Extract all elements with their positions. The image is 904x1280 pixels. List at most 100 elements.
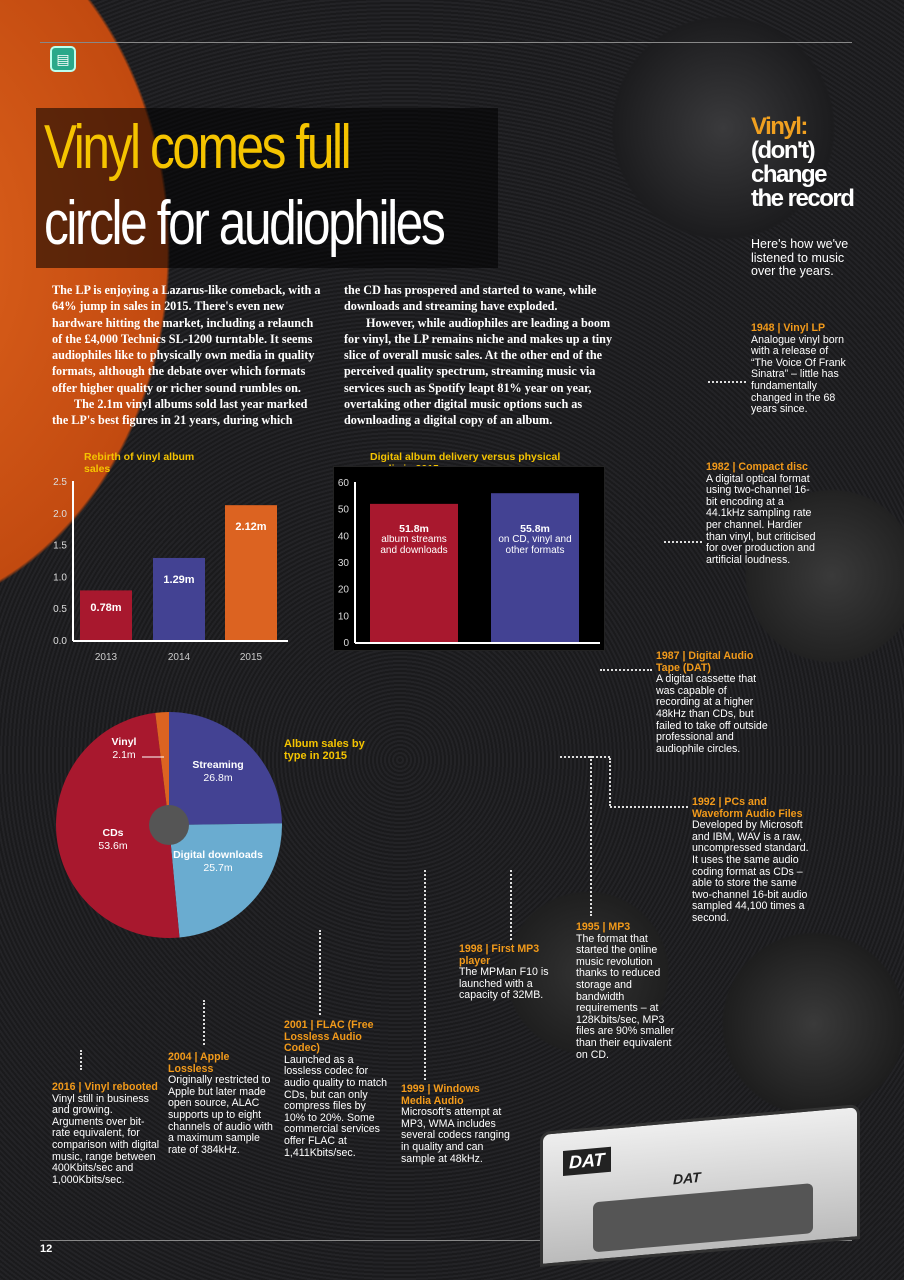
dotted-connector (510, 870, 512, 940)
dat-brand: DAT (563, 1146, 611, 1176)
pie-slice (56, 712, 180, 938)
data-label: 1.29m (163, 574, 194, 586)
y-tick-label: 1.0 (53, 572, 67, 583)
sidebar-title: Vinyl: (don't) change the record (751, 113, 855, 212)
timeline-heading: 1982 | Compact disc (706, 461, 808, 473)
y-tick-label: 60 (338, 478, 350, 489)
dotted-connector (560, 756, 610, 758)
category-label-text: on CD, vinyl and other formats (498, 535, 572, 556)
x-tick-label: 2014 (168, 652, 191, 663)
data-label: 55.8m (520, 523, 550, 535)
y-tick-label: 20 (338, 585, 350, 596)
timeline-item: 1982 | Compact disc A digital optical for… (706, 461, 818, 566)
slice-name: Digital downloads (173, 849, 263, 861)
timeline-heading: 2004 | Apple Lossless (168, 1051, 230, 1075)
y-tick-label: 40 (338, 531, 350, 542)
document-icon: ▤ (50, 46, 76, 72)
timeline-item: 1948 | Vinyl LP Analogue vinyl born with … (751, 322, 851, 416)
y-tick-label: 2.0 (53, 509, 67, 520)
bar (491, 493, 579, 642)
slice-value: 25.7m (203, 862, 232, 874)
dotted-connector (708, 381, 746, 383)
pie-center-hole (149, 805, 189, 845)
timeline-item: 1987 | Digital Audio Tape (DAT) A digital… (656, 650, 768, 755)
timeline-item: 1992 | PCs and Waveform Audio Files Devel… (692, 796, 816, 925)
y-tick-label: 0.5 (53, 604, 67, 615)
category-label: album streams and downloads (380, 535, 448, 556)
sidebar-title-line: (don't) (751, 137, 816, 164)
timeline-text: Analogue vinyl born with a release of “T… (751, 333, 846, 416)
timeline-text: The MPMan F10 is launched with a capacit… (459, 966, 549, 1002)
intro-column-1: The LP is enjoying a Lazarus-like comeba… (52, 282, 324, 429)
y-tick-label: 0 (343, 638, 349, 649)
bar (153, 557, 205, 640)
intro-column-2: the CD has prospered and started to wane… (344, 282, 624, 429)
chart-title: Rebirth of vinyl album sales (84, 451, 195, 475)
dotted-connector (610, 806, 688, 808)
timeline-heading: 1992 | PCs and Waveform Audio Files (692, 796, 803, 820)
bar (225, 505, 277, 640)
pie-slice (169, 823, 282, 938)
y-tick-label: 50 (338, 505, 350, 516)
chart-title: Album sales by type in 2015 (284, 738, 365, 762)
y-tick-label: 10 (338, 611, 350, 622)
pie-slice (155, 712, 169, 825)
x-tick-label: 2015 (240, 652, 263, 663)
sidebar-subtitle: Here's how we've listened to music over … (751, 237, 849, 278)
timeline-text: A digital cassette that was capable of r… (656, 673, 768, 755)
data-label: 51.8m (399, 523, 429, 535)
slice-value: 53.6m (98, 840, 127, 852)
timeline-item: 1999 | Windows Media Audio Microsoft's at… (401, 1083, 511, 1165)
slice-value: 26.8m (203, 772, 232, 784)
timeline-text: Microsoft's attempt at MP3, WMA includes… (401, 1106, 510, 1165)
timeline-text: Originally restricted to Apple but later… (168, 1074, 273, 1156)
timeline-heading: 1987 | Digital Audio Tape (DAT) (656, 650, 754, 674)
dat-window (593, 1183, 813, 1253)
dat-label: DAT (673, 1168, 701, 1188)
timeline-heading: 2016 | Vinyl rebooted (52, 1081, 158, 1093)
pie-slice (169, 712, 282, 825)
dotted-connector (590, 756, 592, 916)
dotted-connector (424, 870, 426, 1080)
timeline-item: 2001 | FLAC (Free Lossless Audio Codec) L… (284, 1019, 388, 1159)
intro-paragraph: The 2.1m vinyl albums sold last year mar… (52, 397, 308, 428)
timeline-text: The format that started the online music… (576, 932, 675, 1061)
title-line-2: circle for audiophiles (44, 189, 446, 258)
bar (80, 590, 132, 640)
timeline-item: 1998 | First MP3 player The MPMan F10 is … (459, 943, 563, 1002)
timeline-item: 2004 | Apple Lossless Originally restrict… (168, 1051, 276, 1156)
timeline-heading: 2001 | FLAC (Free Lossless Audio Codec) (284, 1019, 374, 1055)
sidebar-title-line: the record (751, 185, 855, 212)
dat-tape-image: DAT DAT (540, 1104, 860, 1267)
bar (370, 503, 458, 642)
top-rule (40, 42, 852, 43)
timeline-text: A digital optical format using two-chann… (706, 472, 816, 566)
y-tick-label: 2.5 (53, 477, 67, 488)
timeline-heading: 1999 | Windows Media Audio (401, 1083, 480, 1107)
title-line-1: Vinyl comes full (44, 113, 352, 182)
category-label-text: album streams and downloads (380, 535, 448, 556)
timeline-item: 1995 | MP3 The format that started the on… (576, 921, 680, 1061)
slice-name: CDs (102, 827, 123, 839)
timeline-heading: 1948 | Vinyl LP (751, 322, 826, 334)
intro-paragraph: the CD has prospered and started to wane… (344, 283, 597, 314)
slice-name: Vinyl (112, 736, 137, 748)
dotted-connector (609, 758, 611, 806)
timeline-text: Developed by Microsoft and IBM, WAV is a… (692, 819, 809, 924)
category-label: on CD, vinyl and other formats (498, 535, 572, 556)
dotted-connector (664, 541, 702, 543)
y-tick-label: 30 (338, 558, 350, 569)
intro-paragraph: The LP is enjoying a Lazarus-like comeba… (52, 283, 321, 395)
data-label: 0.78m (90, 602, 121, 614)
y-tick-label: 1.5 (53, 541, 67, 552)
dotted-connector (80, 1050, 82, 1070)
sidebar-title-line: Vinyl: (751, 113, 808, 140)
y-tick-label: 0.0 (53, 636, 67, 647)
timeline-text: Launched as a lossless codec for audio q… (284, 1053, 388, 1159)
page-number: 12 (40, 1243, 53, 1255)
intro-paragraph: However, while audiophiles are leading a… (344, 315, 613, 428)
sidebar-title-line: change (751, 161, 828, 188)
timeline-text: Vinyl still in business and growing. Arg… (52, 1092, 160, 1186)
timeline-item: 2016 | Vinyl rebooted Vinyl still in busi… (52, 1081, 160, 1186)
